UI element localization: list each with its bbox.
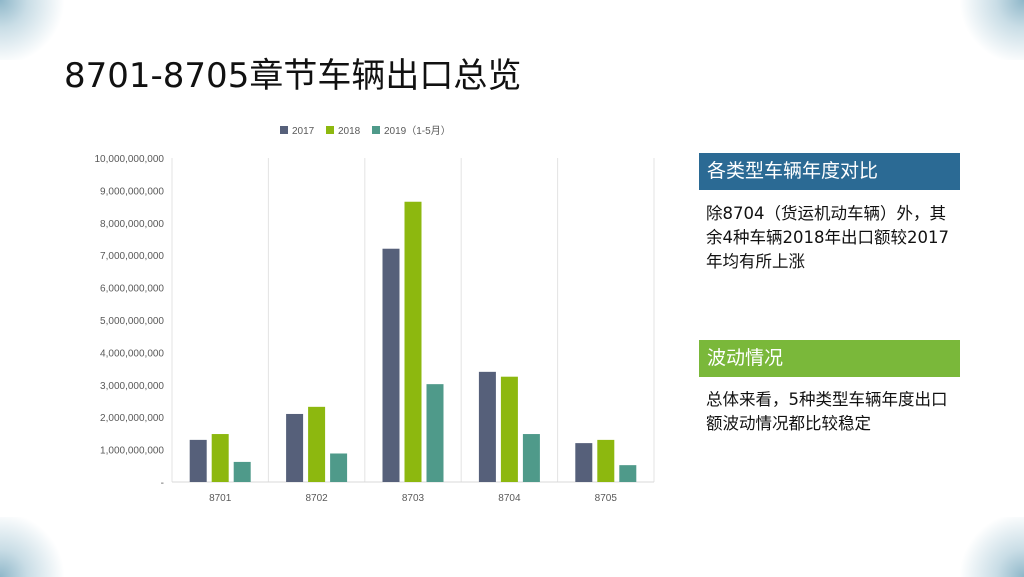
y-tick-label: 8,000,000,000 (100, 219, 164, 230)
y-tick-label: 4,000,000,000 (100, 348, 164, 359)
bar-8703-2019（1-5月） (426, 384, 444, 482)
corner-decoration-top-left (0, 0, 70, 60)
y-tick-label: 10,000,000,000 (94, 154, 164, 165)
x-tick-label: 8703 (402, 493, 425, 504)
legend-swatch (326, 126, 334, 134)
legend-label: 2019（1-5月） (384, 125, 451, 137)
page-title: 8701-8705章节车辆出口总览 (64, 56, 522, 96)
bar-8701-2017 (189, 439, 207, 482)
x-tick-label: 8705 (595, 493, 618, 504)
y-tick-label: 6,000,000,000 (100, 284, 164, 295)
bar-8705-2017 (575, 443, 593, 482)
bar-8703-2017 (382, 248, 400, 482)
bar-chart: - 1,000,000,000 2,000,000,000 3,000,000,000… (94, 125, 655, 504)
legend-swatch (372, 126, 380, 134)
legend-label: 2018 (338, 126, 361, 137)
corner-decoration-top-right (954, 0, 1024, 60)
x-tick-label: 8701 (209, 493, 232, 504)
panel-heading-fluctuation: 波动情况 (699, 340, 960, 377)
bar-8705-2019（1-5月） (619, 465, 637, 482)
panel-text-yearly-comparison: 除8704（货运机动车辆）外，其余4种车辆2018年出口额较2017年均有所上涨 (706, 204, 949, 271)
y-tick-label: 2,000,000,000 (100, 413, 164, 424)
bar-8703-2018 (404, 201, 422, 482)
bar-8702-2019（1-5月） (330, 453, 348, 482)
x-tick-label: 8704 (498, 493, 521, 504)
bar-8704-2018 (500, 376, 518, 482)
bar-8704-2019（1-5月） (522, 434, 540, 482)
corner-decoration-bottom-right (954, 517, 1024, 577)
bar-8701-2018 (211, 434, 229, 482)
x-tick-label: 8702 (305, 493, 328, 504)
y-tick-label: - (161, 478, 164, 489)
bar-8702-2017 (286, 413, 304, 482)
y-tick-label: 7,000,000,000 (100, 251, 164, 262)
corner-decoration-bottom-left (0, 517, 70, 577)
y-tick-label: 3,000,000,000 (100, 381, 164, 392)
panel-text-fluctuation: 总体来看，5种类型车辆年度出口额波动情况都比较稳定 (706, 390, 948, 433)
legend-swatch (280, 126, 288, 134)
bar-8701-2019（1-5月） (233, 461, 251, 482)
bar-8705-2018 (597, 439, 615, 482)
bar-8704-2017 (478, 371, 496, 482)
bar-8702-2018 (308, 406, 326, 482)
legend-label: 2017 (292, 126, 315, 137)
y-tick-label: 9,000,000,000 (100, 186, 164, 197)
y-tick-label: 5,000,000,000 (100, 316, 164, 327)
y-tick-label: 1,000,000,000 (100, 446, 164, 457)
panel-heading-yearly-comparison: 各类型车辆年度对比 (699, 153, 960, 190)
